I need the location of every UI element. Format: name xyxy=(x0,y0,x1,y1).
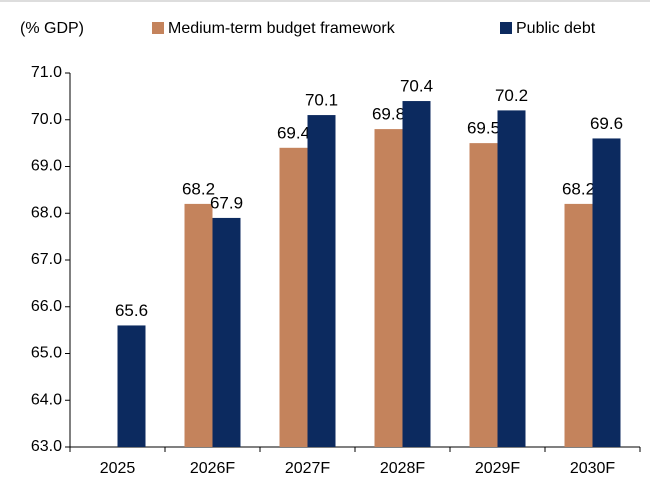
y-tick-label: 68.0 xyxy=(31,204,62,221)
y-tick-label: 69.0 xyxy=(31,158,62,175)
x-tick-label: 2029F xyxy=(475,460,521,477)
bar xyxy=(117,325,146,447)
x-tick-label: 2026F xyxy=(190,460,236,477)
data-label: 69.4 xyxy=(277,123,310,142)
y-tick-label: 70.0 xyxy=(31,111,62,128)
x-tick-label: 2025 xyxy=(100,460,136,477)
data-label: 70.2 xyxy=(495,86,528,105)
data-label: 70.1 xyxy=(305,91,338,110)
data-label: 69.8 xyxy=(372,105,405,124)
y-tick-label: 67.0 xyxy=(31,251,62,268)
legend-label: Public debt xyxy=(516,20,596,37)
data-label: 68.2 xyxy=(182,179,215,198)
bar xyxy=(497,110,526,448)
y-tick-label: 65.0 xyxy=(31,345,62,362)
bar xyxy=(402,101,431,448)
x-tick-label: 2030F xyxy=(570,460,616,477)
y-tick-label: 63.0 xyxy=(31,438,62,455)
data-label: 70.4 xyxy=(400,77,433,96)
y-unit-label: (% GDP) xyxy=(20,20,84,37)
bar xyxy=(279,147,308,448)
data-label: 68.2 xyxy=(562,179,595,198)
y-tick-label: 64.0 xyxy=(31,391,62,408)
data-label: 69.5 xyxy=(467,119,500,138)
bar xyxy=(564,203,593,447)
data-label: 67.9 xyxy=(210,193,243,212)
legend-label: Medium-term budget framework xyxy=(168,20,396,37)
data-label: 69.6 xyxy=(590,114,623,133)
data-label: 65.6 xyxy=(115,301,148,320)
y-tick-label: 71.0 xyxy=(31,64,62,81)
x-tick-label: 2027F xyxy=(285,460,331,477)
bar xyxy=(307,115,336,447)
y-tick-label: 66.0 xyxy=(31,298,62,315)
legend-swatch xyxy=(500,22,512,34)
bar xyxy=(184,203,213,447)
bar xyxy=(374,129,403,447)
bar xyxy=(592,138,621,447)
x-tick-label: 2028F xyxy=(380,460,426,477)
bar xyxy=(212,217,241,447)
legend-swatch xyxy=(152,22,164,34)
bar xyxy=(469,143,498,447)
